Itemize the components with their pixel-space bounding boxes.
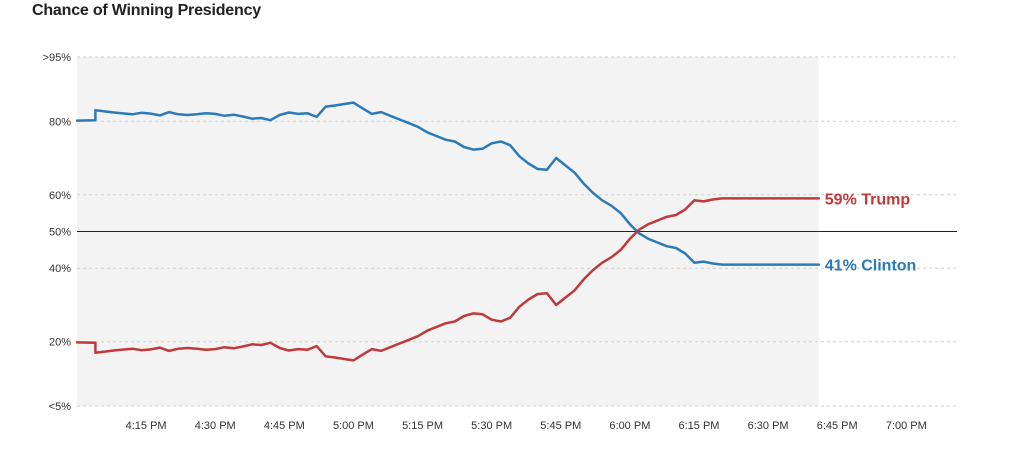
y-tick-label: >95% (43, 52, 72, 64)
y-tick-label: 80% (49, 116, 71, 128)
y-tick-label: 50% (49, 227, 71, 239)
x-tick-label: 5:15 PM (402, 420, 443, 432)
series-line-trump (75, 197, 821, 362)
x-tick-label: 6:45 PM (817, 420, 858, 432)
y-tick-label: <5% (49, 401, 72, 413)
x-tick-label: 5:45 PM (540, 420, 581, 432)
end-label-layer: 41% Clinton 59% Trump (825, 191, 917, 274)
x-tick-label: 7:00 PM (886, 420, 927, 432)
x-tick-label: 4:30 PM (195, 420, 236, 432)
x-tick-label: 6:30 PM (748, 420, 789, 432)
end-label-trump: 59% Trump (825, 191, 911, 208)
grid-layer (77, 56, 957, 407)
x-tick-label: 4:15 PM (126, 420, 167, 432)
end-label-clinton: 41% Clinton (825, 258, 917, 275)
x-tick-label: 5:30 PM (471, 420, 512, 432)
series-layer (75, 101, 821, 362)
y-tick-label: 20% (49, 337, 71, 349)
y-tick-label: 40% (49, 263, 71, 275)
y-tick-layer: <5% 20% 40% 50% 60% 80% >95% (43, 52, 72, 413)
x-tick-label: 6:15 PM (679, 420, 720, 432)
chart-title: Chance of Winning Presidency (32, 2, 261, 19)
x-tick-label: 6:00 PM (609, 420, 650, 432)
y-tick-label: 60% (49, 190, 71, 202)
x-tick-layer: 4:15 PM 4:30 PM 4:45 PM 5:00 PM 5:15 PM 5:30 … (126, 420, 927, 432)
x-tick-label: 5:00 PM (333, 420, 374, 432)
series-line-clinton (75, 101, 821, 266)
x-tick-label: 4:45 PM (264, 420, 305, 432)
